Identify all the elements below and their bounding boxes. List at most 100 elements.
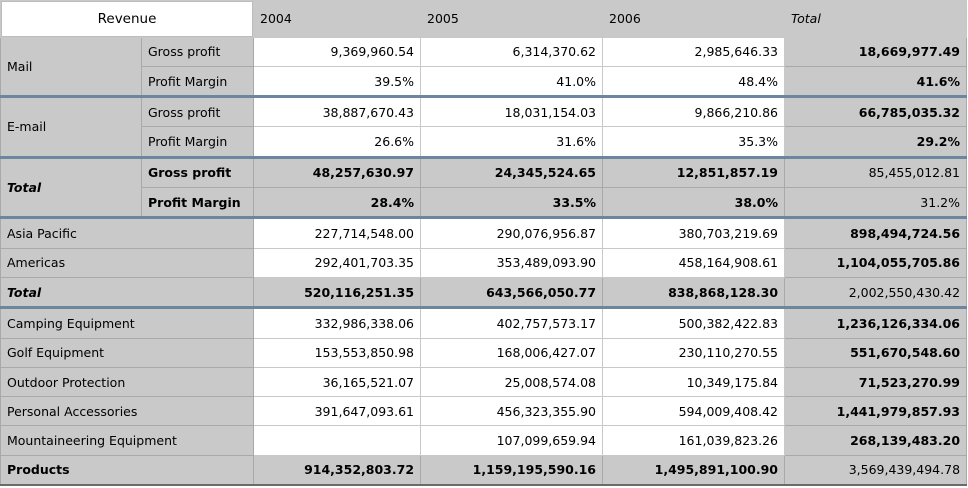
value-cell[interactable]: 500,382,422.83: [602, 306, 786, 339]
summary-row: Total 520,116,251.35 643,566,050.77 838,…: [0, 276, 968, 309]
row-header-gross-profit[interactable]: Gross profit: [140, 155, 255, 189]
summary-value-cell[interactable]: 12,851,857.19: [602, 155, 786, 189]
summary-value-cell[interactable]: 914,352,803.72: [253, 454, 422, 486]
value-cell[interactable]: 290,076,956.87: [420, 216, 604, 249]
row-header-gross-profit[interactable]: Gross profit: [140, 36, 255, 67]
column-header-2005[interactable]: 2005: [420, 0, 604, 38]
summary-value-cell[interactable]: 1,495,891,100.90: [602, 454, 786, 486]
total-cell[interactable]: 66,785,035.32: [784, 95, 968, 128]
row-header-profit-margin[interactable]: Profit Margin: [140, 126, 255, 158]
summary-row: Total Gross profit 48,257,630.97 24,345,…: [0, 155, 968, 219]
value-cell[interactable]: 31.6%: [420, 126, 604, 158]
value-cell[interactable]: 168,006,427.07: [420, 337, 604, 368]
total-cell[interactable]: 1,236,126,334.06: [784, 306, 968, 339]
summary-value-cell[interactable]: 33.5%: [420, 187, 604, 219]
summary-row: Profit Margin 28.4% 33.5% 38.0% 31.2%: [1, 187, 968, 219]
value-cell[interactable]: 153,553,850.98: [253, 337, 422, 368]
column-header-2006[interactable]: 2006: [602, 0, 786, 38]
row-header-mail[interactable]: Mail: [0, 36, 142, 98]
column-header-row: Revenue 2004 2005 2006 Total: [0, 0, 968, 38]
table-row: Profit Margin 39.5% 41.0% 48.4% 41.6%: [1, 65, 968, 98]
grand-total-cell[interactable]: 85,455,012.81: [784, 155, 968, 189]
row-header-profit-margin[interactable]: Profit Margin: [140, 187, 255, 219]
value-cell[interactable]: 25,008,574.08: [420, 366, 604, 398]
value-cell[interactable]: 39.5%: [253, 65, 422, 98]
summary-value-cell[interactable]: 1,159,195,590.16: [420, 454, 604, 486]
value-cell[interactable]: [253, 425, 422, 456]
value-cell[interactable]: 26.6%: [253, 126, 422, 158]
total-cell[interactable]: 898,494,724.56: [784, 216, 968, 249]
table-row: Personal Accessories 391,647,093.61 456,…: [0, 396, 968, 427]
row-header-americas[interactable]: Americas: [0, 247, 255, 278]
value-cell[interactable]: 6,314,370.62: [420, 36, 604, 67]
value-cell[interactable]: 9,866,210.86: [602, 95, 786, 128]
table-row: Asia Pacific 227,714,548.00 290,076,956.…: [0, 216, 968, 249]
value-cell[interactable]: 35.3%: [602, 126, 786, 158]
total-cell[interactable]: 551,670,548.60: [784, 337, 968, 368]
summary-value-cell[interactable]: 520,116,251.35: [253, 276, 422, 309]
table-row: Profit Margin 26.6% 31.6% 35.3% 29.2%: [1, 126, 968, 158]
row-header-camping-equipment[interactable]: Camping Equipment: [0, 306, 255, 339]
table-row: Mountaineering Equipment 107,099,659.94 …: [0, 425, 968, 456]
summary-value-cell[interactable]: 48,257,630.97: [253, 155, 422, 189]
value-cell[interactable]: 353,489,093.90: [420, 247, 604, 278]
value-cell[interactable]: 18,031,154.03: [420, 95, 604, 128]
table-row: Golf Equipment 153,553,850.98 168,006,42…: [0, 337, 968, 368]
value-cell[interactable]: 10,349,175.84: [602, 366, 786, 398]
summary-value-cell[interactable]: 38.0%: [602, 187, 786, 219]
value-cell[interactable]: 332,986,338.06: [253, 306, 422, 339]
summary-value-cell[interactable]: 28.4%: [253, 187, 422, 219]
total-cell[interactable]: 1,441,979,857.93: [784, 396, 968, 427]
column-header-2004[interactable]: 2004: [253, 0, 422, 38]
value-cell[interactable]: 41.0%: [420, 65, 604, 98]
grand-total-cell[interactable]: 2,002,550,430.42: [784, 276, 968, 309]
grand-total-cell[interactable]: 31.2%: [784, 187, 968, 219]
value-cell[interactable]: 161,039,823.26: [602, 425, 786, 456]
column-header-total[interactable]: Total: [784, 0, 968, 38]
total-cell[interactable]: 18,669,977.49: [784, 36, 968, 67]
table-row: Americas 292,401,703.35 353,489,093.90 4…: [0, 247, 968, 278]
grand-total-cell[interactable]: 3,569,439,494.78: [784, 454, 968, 486]
value-cell[interactable]: 107,099,659.94: [420, 425, 604, 456]
value-cell[interactable]: 230,110,270.55: [602, 337, 786, 368]
value-cell[interactable]: 402,757,573.17: [420, 306, 604, 339]
total-cell[interactable]: 71,523,270.99: [784, 366, 968, 398]
summary-value-cell[interactable]: 643,566,050.77: [420, 276, 604, 309]
summary-value-cell[interactable]: 24,345,524.65: [420, 155, 604, 189]
row-header-email[interactable]: E-mail: [0, 95, 142, 158]
corner-measure-cell[interactable]: Revenue: [0, 0, 255, 38]
value-cell[interactable]: 380,703,219.69: [602, 216, 786, 249]
table-row: E-mail Gross profit 38,887,670.43 18,031…: [0, 95, 968, 158]
row-header-personal-accessories[interactable]: Personal Accessories: [0, 396, 255, 427]
value-cell[interactable]: 594,009,408.42: [602, 396, 786, 427]
value-cell[interactable]: 391,647,093.61: [253, 396, 422, 427]
row-header-gross-profit[interactable]: Gross profit: [140, 95, 255, 128]
row-header-mountaineering-equipment[interactable]: Mountaineering Equipment: [0, 425, 255, 456]
value-cell[interactable]: 292,401,703.35: [253, 247, 422, 278]
total-cell[interactable]: 1,104,055,705.86: [784, 247, 968, 278]
value-cell[interactable]: 2,985,646.33: [602, 36, 786, 67]
value-cell[interactable]: 456,323,355.90: [420, 396, 604, 427]
row-header-region-total[interactable]: Total: [0, 276, 255, 309]
value-cell[interactable]: 36,165,521.07: [253, 366, 422, 398]
total-cell[interactable]: 29.2%: [784, 126, 968, 158]
value-cell[interactable]: 458,164,908.61: [602, 247, 786, 278]
value-cell[interactable]: 38,887,670.43: [253, 95, 422, 128]
row-header-profit-margin[interactable]: Profit Margin: [140, 65, 255, 98]
summary-row: Products 914,352,803.72 1,159,195,590.16…: [0, 454, 968, 486]
row-header-outdoor-protection[interactable]: Outdoor Protection: [0, 366, 255, 398]
value-cell[interactable]: 48.4%: [602, 65, 786, 98]
value-cell[interactable]: 9,369,960.54: [253, 36, 422, 67]
value-cell[interactable]: 227,714,548.00: [253, 216, 422, 249]
total-cell[interactable]: 268,139,483.20: [784, 425, 968, 456]
table-row: Mail Gross profit 9,369,960.54 6,314,370…: [0, 36, 968, 98]
row-header-asia-pacific[interactable]: Asia Pacific: [0, 216, 255, 249]
row-header-golf-equipment[interactable]: Golf Equipment: [0, 337, 255, 368]
row-header-products[interactable]: Products: [0, 454, 255, 486]
summary-value-cell[interactable]: 838,868,128.30: [602, 276, 786, 309]
row-header-channel-total[interactable]: Total: [0, 155, 142, 219]
table-row: Outdoor Protection 36,165,521.07 25,008,…: [0, 366, 968, 398]
total-cell[interactable]: 41.6%: [784, 65, 968, 98]
table-row: Camping Equipment 332,986,338.06 402,757…: [0, 306, 968, 339]
